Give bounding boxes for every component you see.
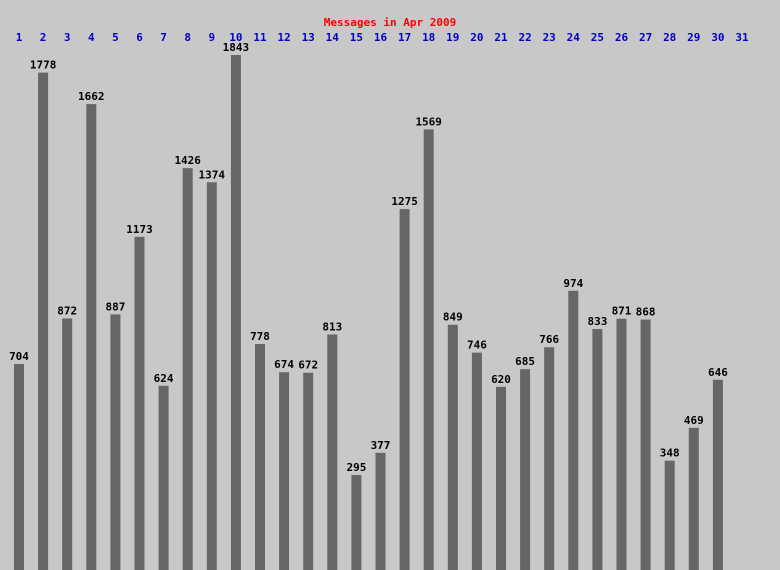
value-label: 295 (346, 461, 366, 474)
x-tick-label: 11 (253, 31, 267, 44)
bar (14, 364, 24, 570)
value-label: 672 (298, 359, 318, 372)
bar (592, 329, 603, 570)
value-label: 469 (684, 414, 704, 427)
value-label: 1569 (415, 115, 442, 128)
bar (86, 104, 97, 570)
x-tick-label: 6 (136, 31, 143, 44)
bar (712, 379, 723, 570)
x-tick-label: 18 (422, 31, 435, 44)
x-tick-label: 19 (446, 31, 459, 44)
value-label: 620 (491, 373, 511, 386)
bar (351, 475, 362, 570)
value-label: 813 (322, 320, 342, 333)
value-label: 887 (105, 300, 125, 313)
bar (182, 168, 193, 570)
value-label: 1426 (174, 154, 201, 167)
value-label: 1662 (78, 90, 105, 103)
chart-title: Messages in Apr 2009 (324, 16, 456, 29)
value-label: 974 (563, 277, 583, 290)
x-tick-label: 25 (591, 31, 604, 44)
x-tick-label: 27 (639, 31, 652, 44)
value-label: 766 (539, 333, 559, 346)
bar (423, 129, 434, 570)
bar (568, 290, 579, 570)
x-tick-label: 7 (160, 31, 167, 44)
value-label: 778 (250, 330, 270, 343)
bar (664, 460, 675, 570)
bar (688, 427, 699, 570)
value-label: 377 (371, 439, 391, 452)
x-tick-label: 4 (88, 31, 95, 44)
value-label: 849 (443, 311, 463, 324)
x-tick-label: 3 (64, 31, 71, 44)
value-label: 646 (708, 366, 728, 379)
bar (471, 352, 482, 570)
bar (110, 314, 121, 570)
x-tick-label: 2 (40, 31, 47, 44)
x-tick-label: 30 (711, 31, 724, 44)
value-label: 348 (660, 447, 680, 460)
bar (255, 343, 265, 570)
x-tick-label: 24 (567, 31, 581, 44)
value-label: 872 (57, 304, 77, 317)
value-label: 1374 (199, 168, 226, 181)
bar (520, 369, 531, 570)
bar (640, 319, 651, 570)
x-tick-label: 23 (543, 31, 556, 44)
bar (38, 72, 49, 570)
bar (447, 324, 458, 570)
x-tick-label: 31 (735, 31, 749, 44)
x-tick-label: 10 (229, 31, 242, 44)
x-tick-label: 1 (16, 31, 23, 44)
x-tick-label: 22 (518, 31, 531, 44)
bar (399, 209, 410, 570)
bar (544, 347, 555, 570)
x-tick-label: 8 (184, 31, 191, 44)
value-label: 685 (515, 355, 535, 368)
x-tick-label: 16 (374, 31, 388, 44)
value-label: 1843 (223, 41, 250, 54)
bar (327, 334, 338, 570)
x-tick-label: 29 (687, 31, 700, 44)
bar (496, 386, 506, 570)
x-tick-label: 14 (326, 31, 340, 44)
x-tick-label: 9 (208, 31, 215, 44)
x-tick-label: 12 (277, 31, 290, 44)
value-label: 1778 (30, 59, 57, 72)
bar (303, 372, 314, 570)
bar (616, 318, 627, 570)
x-tick-label: 20 (470, 31, 483, 44)
bar (279, 372, 290, 570)
x-tick-label: 21 (494, 31, 508, 44)
x-tick-label: 15 (350, 31, 363, 44)
x-tick-label: 17 (398, 31, 411, 44)
x-tick-label: 26 (615, 31, 629, 44)
bar (375, 452, 386, 570)
value-label: 868 (636, 306, 656, 319)
x-tick-label: 13 (302, 31, 315, 44)
value-label: 674 (274, 358, 294, 371)
bar (134, 236, 145, 570)
value-label: 1173 (126, 223, 153, 236)
x-tick-label: 5 (112, 31, 119, 44)
value-label: 624 (154, 372, 174, 385)
bar (230, 55, 241, 570)
bar (158, 385, 169, 570)
bar (206, 182, 217, 570)
x-tick-label: 28 (663, 31, 676, 44)
value-label: 704 (9, 350, 29, 363)
value-label: 833 (587, 315, 607, 328)
bar (62, 318, 73, 570)
value-label: 746 (467, 339, 487, 352)
value-label: 871 (612, 305, 632, 318)
value-label: 1275 (391, 195, 418, 208)
